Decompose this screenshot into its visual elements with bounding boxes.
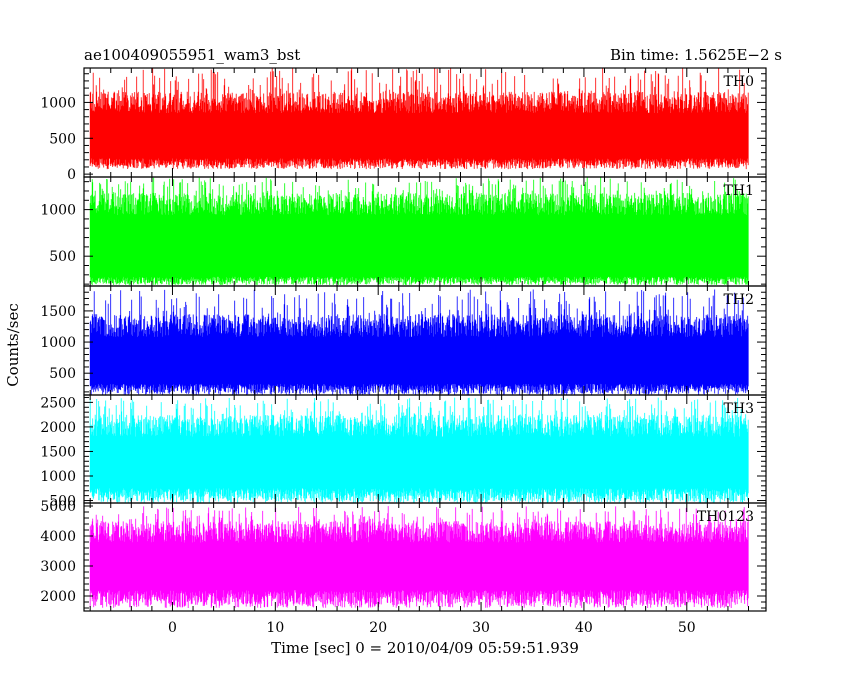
y-axis-title: Counts/sec bbox=[4, 303, 22, 387]
panel-frame-th0123 bbox=[83, 502, 767, 612]
y-tick-label-th2: 1500 bbox=[40, 304, 76, 320]
y-tick-label-th0123: 5000 bbox=[40, 499, 76, 515]
y-tick-label-th0123: 3000 bbox=[40, 559, 76, 575]
y-tick-label-th0123: 4000 bbox=[40, 529, 76, 545]
panel-label-th2: TH2 bbox=[724, 292, 754, 308]
x-tick-label: 10 bbox=[266, 620, 284, 636]
light-curve-core-th0 bbox=[90, 113, 749, 159]
panel-label-th3: TH3 bbox=[724, 401, 754, 417]
y-tick-label-th3: 1500 bbox=[40, 444, 76, 460]
axis-ticks bbox=[84, 68, 766, 611]
panel-label-th1: TH1 bbox=[724, 183, 754, 199]
light-curves bbox=[89, 68, 749, 608]
y-tick-label-th2: 500 bbox=[49, 366, 76, 382]
x-tick-label: 20 bbox=[369, 620, 387, 636]
x-tick-label: 30 bbox=[472, 620, 490, 636]
y-tick-label-th3: 500 bbox=[49, 494, 76, 510]
y-tick-label-th1: 500 bbox=[49, 249, 76, 265]
y-tick-label-th0: 500 bbox=[49, 131, 76, 147]
panel-frames bbox=[83, 67, 767, 612]
light-curve-core-th1 bbox=[90, 215, 749, 277]
panel-label-th0123: TH0123 bbox=[697, 509, 754, 525]
panel-label-th0: TH0 bbox=[724, 74, 754, 90]
light-curve-core-th2 bbox=[90, 337, 749, 384]
light-curve-core-th0123 bbox=[90, 542, 749, 590]
chart-title: ae100409055951_wam3_bst bbox=[84, 46, 300, 64]
y-tick-label-th1: 1000 bbox=[40, 203, 76, 219]
x-tick-label: 50 bbox=[678, 620, 696, 636]
y-tick-label-th2: 1000 bbox=[40, 335, 76, 351]
x-axis-title: Time [sec] 0 = 2010/04/09 05:59:51.939 bbox=[271, 639, 579, 657]
y-tick-label-th0123: 2000 bbox=[40, 589, 76, 605]
x-tick-label: 40 bbox=[575, 620, 593, 636]
y-tick-label-th0: 0 bbox=[67, 167, 76, 183]
y-tick-label-th3: 2000 bbox=[40, 420, 76, 436]
light-curve-core-th3 bbox=[90, 436, 749, 489]
x-tick-label: 0 bbox=[168, 620, 177, 636]
y-tick-label-th3: 1000 bbox=[40, 469, 76, 485]
bin-time-label: Bin time: 1.5625E−2 s bbox=[610, 46, 782, 64]
y-tick-label-th3: 2500 bbox=[40, 395, 76, 411]
y-tick-label-th0: 1000 bbox=[40, 95, 76, 111]
axis-tick-labels: 05001000TH05001000TH150010001500TH250010… bbox=[40, 74, 754, 636]
